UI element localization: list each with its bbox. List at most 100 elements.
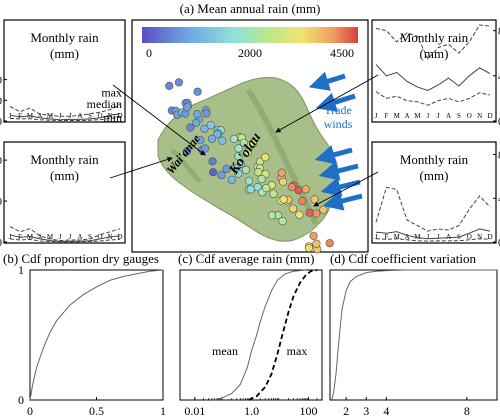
rain-gauge-marker xyxy=(262,183,271,193)
inset-ytick-label: 800 xyxy=(498,149,500,161)
inset-month-label: S xyxy=(88,112,92,120)
inset-month-label: M xyxy=(394,112,401,120)
inset-month-label: A xyxy=(446,112,451,120)
series-line-dashed xyxy=(375,238,491,242)
cdf-ytick-label: 0 xyxy=(18,393,24,407)
inset-month-label: M xyxy=(394,233,401,241)
rain-gauge-marker xyxy=(310,195,319,204)
rain-gauge-marker xyxy=(289,204,298,213)
inset-month-label: F xyxy=(384,233,388,241)
inset-month-label: N xyxy=(477,112,482,120)
cdf-plot-frame xyxy=(29,269,164,401)
inset-month-label: M xyxy=(414,233,421,241)
rain-gauge-marker xyxy=(298,196,307,206)
leader-line-upper-right xyxy=(275,74,379,133)
winds-label: winds xyxy=(324,117,353,131)
inset-title-line-1: Monthly rain xyxy=(400,30,469,45)
series-line-dashed xyxy=(375,24,491,60)
rain-gauge-marker xyxy=(277,168,286,177)
inset-ytick-label: 400 xyxy=(498,193,500,205)
cdf-xtick-label: 1.0 xyxy=(244,404,259,418)
wind-arrow xyxy=(322,191,363,211)
inset-month-label: A xyxy=(405,233,410,241)
cdf-plot-frame xyxy=(329,269,498,401)
trade-wind-arrows xyxy=(308,71,363,211)
rain-gauge-marker xyxy=(254,168,263,177)
wind-arrow xyxy=(320,177,361,197)
inset-month-label: J xyxy=(426,112,429,120)
rain-gauge-marker xyxy=(208,157,217,166)
cdf-curve-mean xyxy=(214,269,306,401)
rain-gauge-marker xyxy=(234,169,243,178)
inset-title-line-2: (mm) xyxy=(420,168,449,183)
wind-arrow xyxy=(314,145,353,165)
cdf-panel-title: (d) Cdf coefficient variation xyxy=(330,251,476,266)
inset-upper-left: Monthly rain(mm)0400800JFMAMJJASONDmaxme… xyxy=(0,19,126,128)
inset-month-label: J xyxy=(437,233,440,241)
series-line-dashed xyxy=(9,238,121,243)
rain-gauge-marker xyxy=(279,177,288,186)
rain-gauge-marker xyxy=(295,210,304,219)
rain-gauge-marker xyxy=(218,136,227,145)
rain-gauge-marker xyxy=(269,189,278,198)
rain-gauge-marker xyxy=(174,78,183,87)
series-line-dashed xyxy=(375,186,491,232)
rain-gauge-marker xyxy=(325,239,334,248)
inset-month-label: A xyxy=(37,233,42,241)
series-line-max xyxy=(9,103,121,117)
inset-ytick-label: 800 xyxy=(0,75,3,87)
cdf-curve xyxy=(331,269,497,401)
leader-line-lower-left xyxy=(109,156,173,179)
inset-title-line-2: (mm) xyxy=(50,168,79,183)
inset-month-label: A xyxy=(446,233,451,241)
cdf-xtick-label: 0 xyxy=(27,404,33,418)
inset-month-label: J xyxy=(9,233,12,241)
inset-ytick-label: 800 xyxy=(0,155,3,167)
series-line-solid xyxy=(375,64,491,92)
series-line-median xyxy=(9,113,121,121)
rain-gauge-marker xyxy=(183,103,192,112)
inset-frame xyxy=(371,19,497,123)
inset-ytick-label: 400 xyxy=(0,196,3,208)
rain-gauge-marker xyxy=(312,239,321,248)
series-label-median: median xyxy=(87,97,122,111)
inset-month-label: A xyxy=(37,112,42,120)
rain-gauge-marker xyxy=(261,153,270,162)
panel-a-title: (a) Mean annual rain (mm) xyxy=(180,1,321,16)
inset-ytick-label: 400 xyxy=(0,95,3,107)
cdf-panel-title: (b) Cdf proportion dry gauges xyxy=(3,251,159,266)
rain-gauge-marker xyxy=(165,81,174,90)
inset-month-label: M xyxy=(414,112,421,120)
series-label-min: min xyxy=(103,110,122,124)
rain-gauge-marker xyxy=(192,118,201,127)
map-panel: 0 2000 4500 Wai'anae Ko'olau Trade winds xyxy=(131,19,369,254)
rain-gauge-marker xyxy=(183,147,192,156)
inset-month-label: J xyxy=(375,233,378,241)
trade-label: Trade xyxy=(324,103,352,117)
series-line-dashed xyxy=(375,91,491,106)
inset-month-label: M xyxy=(47,233,54,241)
cdf-curve xyxy=(29,269,164,401)
cdf-ytick-label: 1 xyxy=(18,263,24,277)
cdf-xtick-label: 0.01 xyxy=(184,404,205,418)
cdf-xtick-label: 1 xyxy=(160,404,166,418)
inset-month-label: J xyxy=(9,112,12,120)
inset-ytick-label: 0 xyxy=(498,237,500,249)
series-line-solid xyxy=(375,228,491,240)
inset-month-label: S xyxy=(88,233,92,241)
rain-gauge-marker xyxy=(186,123,195,132)
waianae-ridge-shading xyxy=(170,148,202,184)
inset-title-line-1: Monthly rain xyxy=(30,30,99,45)
inset-lower-right: Monthly rain(mm)0400800JFMAMJJASOND xyxy=(371,141,500,249)
cdf-xtick-label: 100 xyxy=(299,404,317,418)
inset-month-label: A xyxy=(405,112,410,120)
colorbar-tick-min: 0 xyxy=(146,46,152,60)
colorbar-tick-max: 4500 xyxy=(330,46,354,60)
inset-month-label: M xyxy=(47,112,54,120)
rain-gauge-marker xyxy=(243,148,252,157)
inset-lower-left: Monthly rain(mm)0400800JFMAMJJASOND xyxy=(0,141,126,249)
cdf-xtick-label: 0.5 xyxy=(89,404,104,418)
rain-gauge-marker xyxy=(267,211,277,220)
rain-gauge-marker xyxy=(241,165,251,174)
